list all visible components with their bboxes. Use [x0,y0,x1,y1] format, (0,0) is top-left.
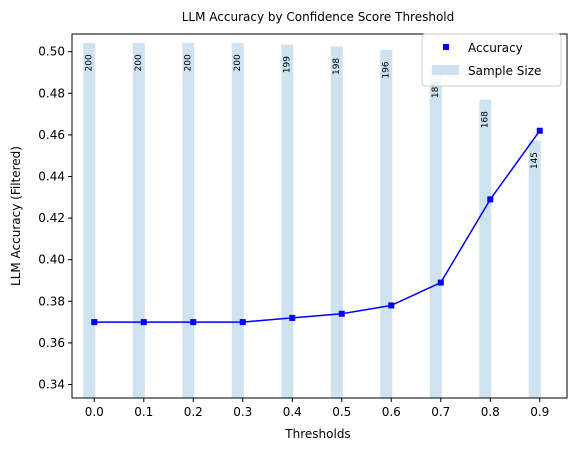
sample-size-label: 200 [233,54,243,71]
chart-title: LLM Accuracy by Confidence Score Thresho… [182,10,455,24]
y-tick-label: 0.48 [38,86,65,100]
x-axis-label: Thresholds [284,427,350,441]
y-tick-label: 0.50 [38,45,65,59]
y-axis: 0.34 0.36 0.38 0.40 0.42 0.44 0.46 0.48 0.50 [38,45,72,391]
bar-labels-layer: 200 200 200 200 199 198 196 185 168 145 [84,54,540,169]
sample-size-label: 200 [134,54,144,71]
y-tick-label: 0.46 [38,128,65,142]
x-tick-label: 0.2 [184,405,203,419]
sample-size-label: 145 [530,152,540,169]
sample-size-label: 185 [431,81,441,98]
y-tick-label: 0.40 [38,253,65,267]
accuracy-line-layer [91,127,543,326]
sample-size-label: 196 [381,61,391,78]
sample-size-label: 200 [183,54,193,71]
x-tick-label: 0.1 [134,405,153,419]
accuracy-point [140,319,147,326]
accuracy-point [487,196,494,203]
sample-size-bar [330,46,343,399]
accuracy-point [437,279,444,286]
legend-accuracy-marker [443,44,449,50]
y-tick-label: 0.34 [38,377,65,391]
accuracy-point [388,302,395,309]
accuracy-line [94,130,541,323]
legend-sample-size-label: Sample Size [468,64,541,78]
legend-accuracy-label: Accuracy [468,41,523,55]
x-axis: 0.0 0.1 0.2 0.3 0.4 0.5 0.6 0.7 0.8 0.9 [85,398,549,419]
x-tick-label: 0.8 [481,405,500,419]
accuracy-point [239,319,246,326]
sample-size-bar [479,99,492,398]
sample-size-bar [281,44,294,399]
sample-size-bar [231,42,244,398]
sample-size-label: 198 [332,58,342,75]
y-tick-label: 0.38 [38,294,65,308]
legend-sample-size-swatch [432,65,459,75]
accuracy-point [338,310,345,317]
sample-size-label: 168 [480,111,490,128]
y-axis-label: LLM Accuracy (Filtered) [9,146,23,286]
x-tick-label: 0.9 [530,405,549,419]
sample-size-bar [182,42,195,398]
accuracy-point [289,314,296,321]
x-tick-label: 0.7 [431,405,450,419]
x-tick-label: 0.4 [283,405,302,419]
x-tick-label: 0.0 [85,405,104,419]
sample-size-bar [132,42,145,398]
y-tick-label: 0.42 [38,211,65,225]
x-tick-label: 0.6 [382,405,401,419]
bars-layer [83,42,541,399]
sample-size-bar [429,69,442,398]
sample-size-label: 199 [282,56,292,73]
accuracy-point [91,319,98,326]
x-tick-label: 0.5 [332,405,351,419]
sample-size-bar [528,140,541,398]
sample-size-label: 200 [84,54,94,71]
sample-size-bar [380,49,393,398]
plot-frame [71,33,568,399]
x-tick-label: 0.3 [233,405,252,419]
legend: Accuracy Sample Size [421,33,562,87]
accuracy-point [190,319,197,326]
y-tick-label: 0.44 [38,169,65,183]
accuracy-point [536,127,543,134]
sample-size-bar [83,42,96,398]
y-tick-label: 0.36 [38,336,65,350]
